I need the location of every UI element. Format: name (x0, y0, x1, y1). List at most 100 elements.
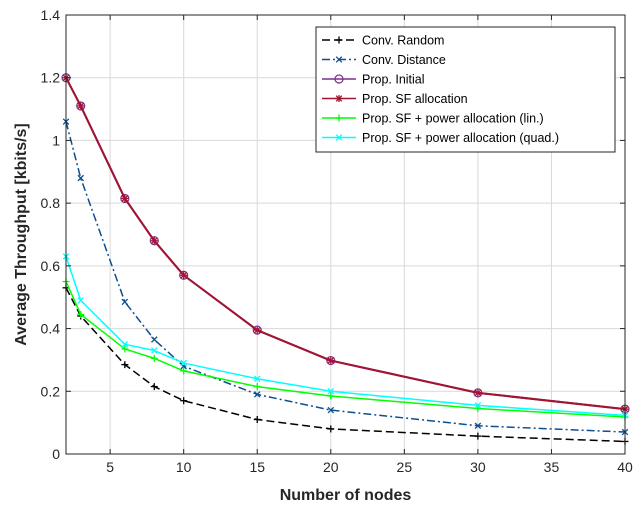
marker-stroke (474, 422, 482, 430)
tick-labels: 0 0.2 0.4 0.6 0.8 1 1.2 1.4 5 10 15 20 25 30 35 40 (41, 7, 633, 475)
data-point (151, 347, 158, 354)
data-point (150, 383, 158, 391)
data-point (327, 392, 335, 400)
data-point (180, 367, 188, 375)
x-tick-label: 25 (397, 459, 413, 475)
data-point (120, 193, 130, 204)
legend-label: Prop. SF allocation (362, 92, 468, 106)
x-tick-label: 15 (249, 459, 265, 475)
legend-label: Prop. SF + power allocation (lin.) (362, 112, 544, 126)
data-point (474, 389, 482, 397)
marker-stroke (180, 272, 187, 279)
x-tick-label: 30 (470, 459, 486, 475)
plot-frame (65, 14, 626, 455)
y-axis-label: Average Throughput [kbits/s] (13, 123, 30, 346)
x-tick-label: 10 (176, 459, 192, 475)
data-point (150, 354, 158, 362)
marker-stroke (474, 402, 482, 409)
marker-stroke (77, 102, 84, 110)
marker-stroke (335, 56, 343, 63)
marker-stroke (327, 357, 335, 364)
data-point (327, 388, 335, 395)
x-tick-label: 40 (617, 459, 633, 475)
y-tick-label: 1.4 (41, 7, 61, 23)
data-point (253, 383, 261, 391)
data-point (180, 359, 187, 367)
marker-stroke (253, 375, 261, 383)
marker-stroke (474, 389, 482, 397)
marker-stroke (180, 359, 187, 367)
marker-stroke (335, 95, 343, 102)
data-point (76, 101, 86, 111)
data-point (335, 134, 343, 141)
legend-label: Prop. SF + power allocation (quad.) (362, 131, 559, 145)
legend-item: Conv. Distance (322, 53, 446, 67)
series (62, 253, 629, 419)
data-point (253, 391, 261, 398)
marker-stroke (121, 340, 129, 348)
y-tick-label: 1.2 (41, 70, 61, 86)
legend-item: Prop. SF + power allocation (quad.) (322, 131, 559, 145)
data-point (335, 114, 343, 122)
data-point (77, 297, 84, 304)
legend-item: Prop. SF + power allocation (lin.) (322, 112, 544, 126)
legend: Conv. Random Conv. Distance Prop. Initial P… (315, 26, 616, 153)
data-point (327, 425, 335, 433)
data-point (327, 357, 335, 365)
data-point (149, 236, 159, 246)
data-point (253, 326, 261, 334)
data-point (121, 345, 129, 353)
series-layer (61, 73, 630, 445)
data-point (121, 298, 129, 306)
y-tick-label: 0.8 (41, 195, 61, 211)
marker-stroke (335, 134, 343, 141)
y-tick-label: 0.2 (41, 383, 61, 399)
x-tick-label: 20 (323, 459, 339, 475)
data-point (335, 95, 343, 102)
data-point (180, 397, 188, 405)
legend-label: Conv. Distance (362, 53, 446, 67)
marker-stroke (327, 388, 335, 395)
data-point (121, 194, 129, 202)
x-tick-label: 5 (106, 459, 114, 475)
data-point (121, 361, 129, 369)
legend-item: Prop. Initial (322, 73, 425, 87)
y-tick-label: 0.6 (41, 258, 61, 274)
legend-label: Prop. Initial (362, 73, 425, 87)
marker-stroke (77, 297, 84, 304)
data-point (335, 56, 343, 63)
data-point (77, 102, 85, 110)
data-point (180, 271, 188, 279)
marker-stroke (327, 406, 335, 414)
data-point (474, 422, 482, 430)
data-point (121, 340, 129, 348)
marker-stroke (253, 391, 261, 398)
marker-stroke (151, 237, 158, 245)
data-point (253, 416, 261, 424)
data-point (334, 74, 344, 84)
legend-item: Conv. Random (322, 34, 444, 48)
data-point (252, 325, 262, 335)
y-tick-label: 0 (52, 446, 60, 462)
data-point (327, 406, 335, 414)
marker-stroke (121, 298, 129, 306)
y-tick-label: 1 (52, 132, 60, 148)
marker-stroke (151, 336, 158, 343)
data-point (151, 336, 158, 343)
x-axis-label: Number of nodes (280, 487, 412, 504)
legend-box (315, 26, 616, 153)
data-point (77, 174, 84, 182)
legend-item: Prop. SF allocation (322, 92, 468, 106)
legend-label: Conv. Random (362, 34, 444, 48)
marker-stroke (121, 195, 129, 202)
data-point (335, 36, 343, 44)
data-point (77, 310, 85, 318)
marker-stroke (253, 326, 261, 334)
x-tick-label: 35 (544, 459, 560, 475)
data-point (474, 402, 482, 409)
marker-stroke (151, 347, 158, 354)
series-line (65, 287, 626, 443)
data-point (179, 270, 189, 280)
data-point (150, 237, 158, 245)
